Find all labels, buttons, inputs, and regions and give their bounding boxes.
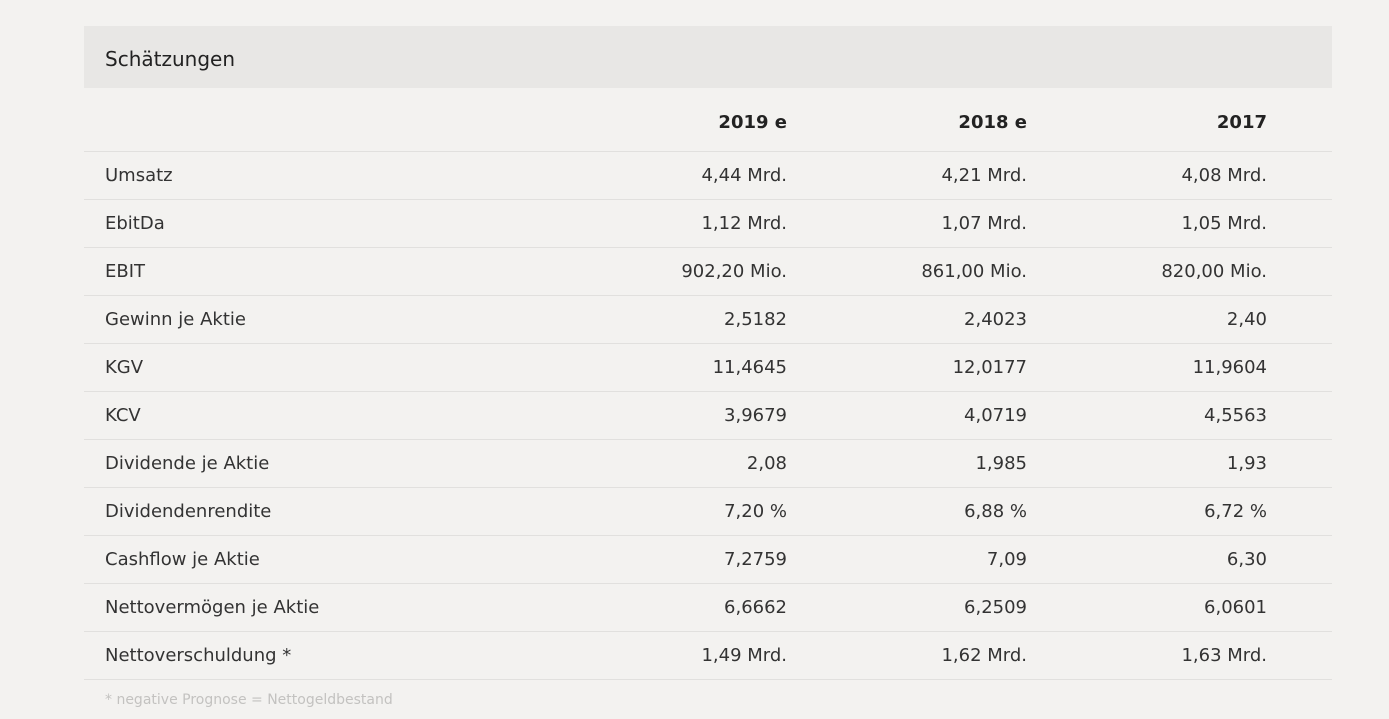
row-label: EbitDa (84, 199, 547, 248)
cell-value: 6,0601 (1027, 583, 1332, 632)
footnote: * negative Prognose = Nettogeldbestand (105, 692, 393, 708)
table-row: Nettovermögen je Aktie 6,6662 6,2509 6,0601 (84, 583, 1332, 632)
cell-value: 1,49 Mrd. (547, 631, 787, 680)
column-header: 2018 e (787, 88, 1027, 152)
estimates-panel: Schätzungen 2019 e 2018 e 2017 Umsatz 4,44 M… (84, 26, 1332, 708)
cell-value: 4,0719 (787, 391, 1027, 440)
cell-value: 1,05 Mrd. (1027, 199, 1332, 248)
cell-value: 4,44 Mrd. (547, 151, 787, 200)
row-label: EBIT (84, 247, 547, 296)
cell-value: 6,72 % (1027, 487, 1332, 536)
cell-value: 2,08 (547, 439, 787, 488)
row-label: Cashflow je Aktie (84, 535, 547, 584)
cell-value: 11,9604 (1027, 343, 1332, 392)
cell-value: 6,30 (1027, 535, 1332, 584)
cell-value: 12,0177 (787, 343, 1027, 392)
cell-value: 1,12 Mrd. (547, 199, 787, 248)
row-label: Dividende je Aktie (84, 439, 547, 488)
header-row: 2019 e 2018 e 2017 (84, 88, 1332, 152)
cell-value: 1,62 Mrd. (787, 631, 1027, 680)
cell-value: 861,00 Mio. (787, 247, 1027, 296)
row-label: Umsatz (84, 151, 547, 200)
estimates-table: 2019 e 2018 e 2017 Umsatz 4,44 Mrd. 4,21 Mrd.… (84, 88, 1332, 680)
cell-value: 11,4645 (547, 343, 787, 392)
row-label: KGV (84, 343, 547, 392)
table-row: KCV 3,9679 4,0719 4,5563 (84, 391, 1332, 440)
cell-value: 2,5182 (547, 295, 787, 344)
cell-value: 902,20 Mio. (547, 247, 787, 296)
cell-value: 1,63 Mrd. (1027, 631, 1332, 680)
table-row: KGV 11,4645 12,0177 11,9604 (84, 343, 1332, 392)
cell-value: 4,08 Mrd. (1027, 151, 1332, 200)
cell-value: 2,4023 (787, 295, 1027, 344)
column-header: 2019 e (547, 88, 787, 152)
cell-value: 4,21 Mrd. (787, 151, 1027, 200)
row-label: Nettovermögen je Aktie (84, 583, 547, 632)
table-row: EbitDa 1,12 Mrd. 1,07 Mrd. 1,05 Mrd. (84, 199, 1332, 248)
table-row: Cashflow je Aktie 7,2759 7,09 6,30 (84, 535, 1332, 584)
cell-value: 7,20 % (547, 487, 787, 536)
cell-value: 2,40 (1027, 295, 1332, 344)
cell-value: 6,88 % (787, 487, 1027, 536)
cell-value: 6,2509 (787, 583, 1027, 632)
column-header: 2017 (1027, 88, 1332, 152)
cell-value: 1,985 (787, 439, 1027, 488)
empty-header (84, 88, 547, 152)
table-row: Dividende je Aktie 2,08 1,985 1,93 (84, 439, 1332, 488)
cell-value: 3,9679 (547, 391, 787, 440)
table-row: Umsatz 4,44 Mrd. 4,21 Mrd. 4,08 Mrd. (84, 151, 1332, 200)
table-row: Dividendenrendite 7,20 % 6,88 % 6,72 % (84, 487, 1332, 536)
row-label: Gewinn je Aktie (84, 295, 547, 344)
cell-value: 7,2759 (547, 535, 787, 584)
cell-value: 7,09 (787, 535, 1027, 584)
row-label: KCV (84, 391, 547, 440)
cell-value: 1,93 (1027, 439, 1332, 488)
cell-value: 820,00 Mio. (1027, 247, 1332, 296)
cell-value: 4,5563 (1027, 391, 1332, 440)
row-label: Dividendenrendite (84, 487, 547, 536)
row-label: Nettoverschuldung * (84, 631, 547, 680)
cell-value: 6,6662 (547, 583, 787, 632)
table-row: EBIT 902,20 Mio. 861,00 Mio. 820,00 Mio. (84, 247, 1332, 296)
table-row: Nettoverschuldung * 1,49 Mrd. 1,62 Mrd. 1,6… (84, 631, 1332, 680)
panel-title: Schätzungen (84, 26, 1332, 88)
cell-value: 1,07 Mrd. (787, 199, 1027, 248)
table-row: Gewinn je Aktie 2,5182 2,4023 2,40 (84, 295, 1332, 344)
